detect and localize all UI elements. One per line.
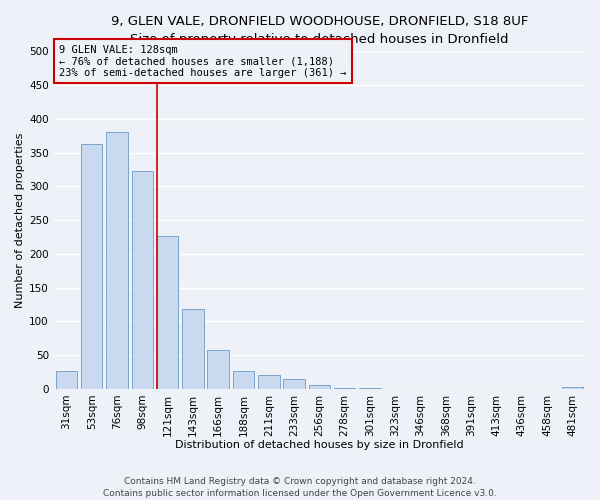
Y-axis label: Number of detached properties: Number of detached properties — [15, 132, 25, 308]
Bar — [157, 236, 178, 389]
Bar — [56, 370, 77, 389]
Bar — [334, 388, 355, 389]
Bar — [258, 376, 280, 389]
Bar — [308, 385, 330, 389]
Bar — [182, 308, 203, 389]
Text: 9 GLEN VALE: 128sqm
← 76% of detached houses are smaller (1,188)
23% of semi-det: 9 GLEN VALE: 128sqm ← 76% of detached ho… — [59, 44, 347, 78]
Bar — [131, 172, 153, 389]
Bar — [562, 387, 583, 389]
X-axis label: Distribution of detached houses by size in Dronfield: Distribution of detached houses by size … — [175, 440, 464, 450]
Bar — [283, 380, 305, 389]
Title: 9, GLEN VALE, DRONFIELD WOODHOUSE, DRONFIELD, S18 8UF
Size of property relative : 9, GLEN VALE, DRONFIELD WOODHOUSE, DRONF… — [111, 15, 528, 46]
Bar — [81, 144, 103, 389]
Bar — [233, 370, 254, 389]
Bar — [359, 388, 381, 389]
Bar — [208, 350, 229, 389]
Bar — [106, 132, 128, 389]
Text: Contains HM Land Registry data © Crown copyright and database right 2024.
Contai: Contains HM Land Registry data © Crown c… — [103, 476, 497, 498]
